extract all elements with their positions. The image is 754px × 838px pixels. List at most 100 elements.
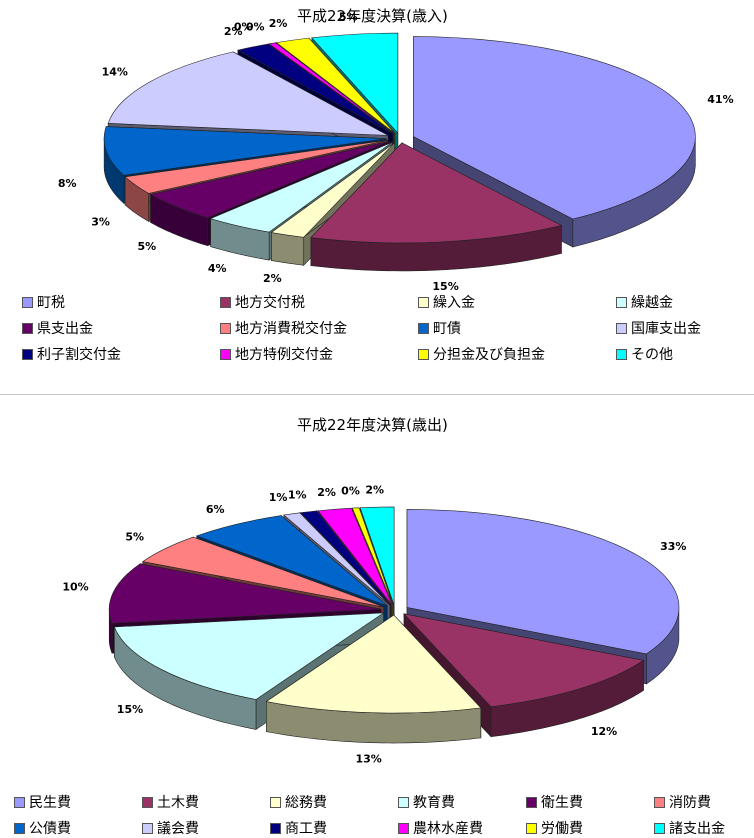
legend-swatch — [616, 322, 627, 334]
pie-slice-1-0 — [406, 509, 680, 655]
legend-item-1-11: 諸支出金 — [654, 818, 725, 838]
data-label-0-0: 41% — [707, 93, 733, 106]
pie-slice-0-6 — [103, 126, 387, 176]
legend-label: その他 — [631, 347, 673, 363]
data-label-0-2: 2% — [263, 272, 282, 285]
data-label-0-3: 4% — [208, 262, 227, 275]
legend-item-1-2: 総務費 — [270, 792, 327, 812]
legend-item-0-6: 町債 — [418, 318, 461, 338]
data-label-1-2: 13% — [355, 752, 381, 765]
chart-divider — [0, 394, 754, 395]
legend-swatch — [220, 296, 231, 308]
pie-slice-0-4 — [149, 140, 390, 219]
legend-item-1-7: 議会費 — [142, 818, 199, 838]
legend-label: 諸支出金 — [669, 821, 725, 837]
legend-swatch — [654, 822, 665, 834]
pie-slice-0-11 — [311, 32, 399, 134]
legend-swatch — [14, 822, 25, 834]
legend-item-0-0: 町税 — [22, 292, 65, 312]
legend-item-1-1: 土木費 — [142, 792, 199, 812]
pie-slice-1-7 — [283, 512, 391, 606]
data-label-0-5: 3% — [91, 216, 110, 229]
legend-swatch — [616, 296, 627, 308]
legend-swatch — [526, 796, 537, 808]
data-label-1-3: 15% — [117, 703, 143, 716]
legend-swatch — [418, 322, 429, 334]
legend-label: 分担金及び負担金 — [433, 347, 545, 363]
legend-item-0-11: その他 — [616, 344, 673, 364]
legend-swatch — [616, 348, 627, 360]
pie-slice-0-9 — [268, 42, 395, 134]
legend-label: 労働費 — [541, 821, 583, 837]
legend-item-1-4: 衛生費 — [526, 792, 583, 812]
legend-swatch — [22, 348, 33, 360]
legend-swatch — [654, 796, 665, 808]
legend-item-0-7: 国庫支出金 — [616, 318, 701, 338]
legend-item-1-5: 消防費 — [654, 792, 711, 812]
data-label-1-0: 33% — [660, 540, 686, 553]
pie-slice-0-0 — [413, 36, 696, 220]
legend-swatch — [418, 348, 429, 360]
legend-swatch — [398, 796, 409, 808]
pie-chart-0: 41%15%2%4%5%3%8%14%2% 0% 2%5%0% — [58, 10, 734, 292]
legend-swatch — [22, 296, 33, 308]
data-label-extra-0-0: 0% — [234, 21, 253, 34]
legend-swatch — [270, 796, 281, 808]
legend-label: 繰入金 — [433, 295, 475, 311]
pie-slice-0-8 — [237, 43, 394, 134]
data-label-1-6: 6% — [206, 503, 225, 516]
legend-label: 国庫支出金 — [631, 321, 701, 337]
legend-item-1-6: 公債費 — [14, 818, 71, 838]
pie-slice-1-8 — [299, 510, 392, 606]
legend-swatch — [220, 348, 231, 360]
data-label-0-7: 14% — [102, 65, 128, 78]
legend-label: 土木費 — [157, 795, 199, 811]
legend-item-0-3: 繰越金 — [616, 292, 673, 312]
pie-slice-0-7 — [107, 51, 389, 136]
pie-slice-1-4 — [108, 563, 382, 624]
legend-label: 教育費 — [413, 795, 455, 811]
pie-slice-1-6 — [195, 515, 388, 607]
legend-swatch — [142, 822, 153, 834]
data-label-0-9: 0% — [246, 21, 265, 34]
legend-swatch — [220, 322, 231, 334]
data-label-0-4: 5% — [137, 240, 156, 253]
legend-label: 地方消費税交付金 — [235, 321, 347, 337]
pie-slice-0-2 — [270, 142, 395, 238]
legend-label: 民生費 — [29, 795, 71, 811]
data-label-0-6: 8% — [58, 177, 77, 190]
legend-item-0-9: 地方特例交付金 — [220, 344, 333, 364]
legend-item-1-9: 農林水産費 — [398, 818, 483, 838]
legend-label: 商工費 — [285, 821, 327, 837]
legend-item-1-0: 民生費 — [14, 792, 71, 812]
pie-slice-1-1 — [403, 613, 645, 708]
data-label-1-1: 12% — [591, 725, 617, 738]
legend-item-1-10: 労働費 — [526, 818, 583, 838]
data-label-1-5: 5% — [125, 530, 144, 543]
legend-item-0-5: 地方消費税交付金 — [220, 318, 347, 338]
legend-swatch — [22, 322, 33, 334]
legend-label: 町税 — [37, 295, 65, 311]
legend-item-0-10: 分担金及び負担金 — [418, 344, 545, 364]
data-label-0-10: 2% — [269, 17, 288, 30]
legend-label: 消防費 — [669, 795, 711, 811]
legend-swatch — [418, 296, 429, 308]
data-label-1-9: 2% — [317, 486, 336, 499]
data-label-1-4: 10% — [62, 580, 88, 593]
legend-item-0-8: 利子割交付金 — [22, 344, 121, 364]
legend-label: 地方特例交付金 — [235, 347, 333, 363]
pie-slice-1-2 — [265, 614, 482, 714]
data-label-1-7: 1% — [269, 491, 288, 504]
pie-slice-1-11 — [359, 506, 395, 606]
legend-label: 農林水産費 — [413, 821, 483, 837]
legend-swatch — [14, 796, 25, 808]
legend-label: 公債費 — [29, 821, 71, 837]
data-label-0-1: 15% — [432, 280, 458, 293]
pie-slice-1-10 — [351, 507, 394, 606]
legend-label: 利子割交付金 — [37, 347, 121, 363]
data-label-1-10: 0% — [341, 484, 360, 497]
pie-slice-0-10 — [275, 37, 396, 134]
pie-slice-1-9 — [317, 507, 393, 606]
legend-label: 町債 — [433, 321, 461, 337]
legend-label: 衛生費 — [541, 795, 583, 811]
